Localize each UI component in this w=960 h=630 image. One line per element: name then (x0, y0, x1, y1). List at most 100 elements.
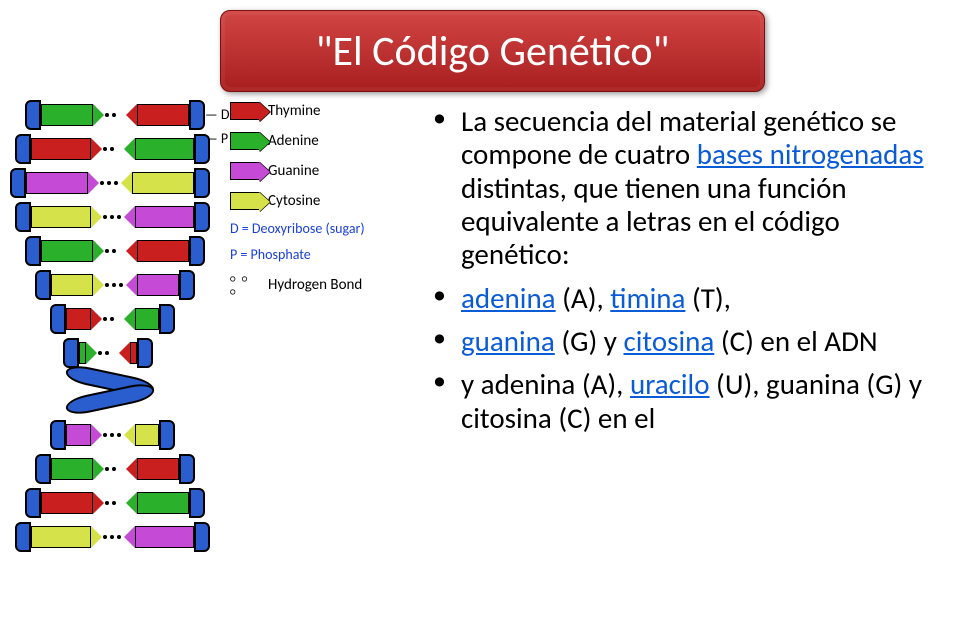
dna-rung (25, 100, 205, 130)
legend-item: Thymine (230, 100, 410, 122)
link-guanina[interactable]: guanina (461, 323, 555, 359)
base-right (124, 206, 195, 228)
strand-segment (194, 168, 210, 198)
legend-p: P = Phosphate (230, 246, 410, 264)
strand-segment (63, 338, 79, 368)
strand-segment (194, 134, 210, 164)
strand-segment (10, 168, 26, 198)
base-right (126, 492, 189, 514)
hbond-icon (103, 146, 114, 152)
base-left (41, 240, 104, 262)
link-uracilo[interactable]: uracilo (630, 366, 710, 402)
strand-segment (50, 420, 66, 450)
bullet-2: adenina (A), timina (T), (425, 282, 945, 315)
bullet-list: La secuencia del material genético se co… (425, 105, 945, 445)
link-timina[interactable]: timina (610, 280, 685, 316)
strand-segment (15, 202, 31, 232)
dna-rung (25, 236, 205, 266)
dna-helix (5, 100, 215, 630)
legend-item: Guanine (230, 160, 410, 182)
base-left (66, 308, 102, 330)
hbond-icon (105, 282, 123, 288)
strand-segment (179, 270, 195, 300)
dna-rung (35, 454, 195, 484)
base-right (124, 308, 160, 330)
strand-segment (159, 304, 175, 334)
legend-swatch-icon (230, 102, 260, 120)
strand-segment (159, 420, 175, 450)
base-right (126, 240, 189, 262)
strand-segment (15, 522, 31, 552)
legend-label: Cytosine (268, 192, 320, 210)
strand-segment (35, 270, 51, 300)
base-right (126, 458, 179, 480)
dna-rung (35, 270, 195, 300)
dna-rung (10, 168, 210, 198)
base-right (121, 172, 194, 194)
base-right (126, 274, 179, 296)
title-text: "El Código Genético" (316, 26, 670, 77)
hbond-icon (103, 432, 121, 438)
legend-swatch-icon (230, 192, 260, 210)
strand-segment (189, 488, 205, 518)
base-right (124, 138, 195, 160)
link-adenina[interactable]: adenina (461, 280, 556, 316)
legend-item: Cytosine (230, 190, 410, 212)
strand-segment (194, 202, 210, 232)
legend-swatch-icon (230, 132, 260, 150)
dna-rung (25, 488, 205, 518)
dna-rung (50, 420, 175, 450)
strand-segment (179, 454, 195, 484)
legend: ThymineAdenineGuanineCytosine D = Deoxyr… (230, 100, 410, 304)
hbond-icon (100, 180, 118, 186)
base-right (124, 526, 195, 548)
dna-diagram: — D — P (0, 100, 410, 630)
base-right (124, 424, 160, 446)
strand-segment (25, 488, 41, 518)
strand-segment (15, 134, 31, 164)
strand-segment (35, 454, 51, 484)
bullet-1: La secuencia del material genético se co… (425, 105, 945, 272)
bullet-4: y adenina (A), uracilo (U), guanina (G) … (425, 368, 945, 435)
hbond-icon (103, 214, 121, 220)
hbond-icon (105, 248, 116, 254)
strand-segment (25, 236, 41, 266)
strand-segment (189, 100, 205, 130)
legend-swatch-icon (230, 162, 260, 180)
hbond-icon (103, 316, 114, 322)
hbond-icon (98, 350, 109, 356)
legend-label: Guanine (268, 162, 319, 180)
base-left (31, 206, 102, 228)
strand-segment (50, 304, 66, 334)
dna-rung (63, 338, 153, 368)
base-right (119, 342, 137, 364)
legend-label: Thymine (268, 102, 320, 120)
base-left (51, 458, 104, 480)
dna-rung (15, 202, 210, 232)
base-left (41, 104, 104, 126)
link-citosina[interactable]: citosina (623, 323, 714, 359)
slide-title: "El Código Genético" (220, 10, 765, 92)
base-right (126, 104, 189, 126)
strand-segment (189, 236, 205, 266)
strand-segment (194, 522, 210, 552)
base-left (31, 526, 102, 548)
hbond-icon (103, 534, 121, 540)
legend-hbond: ○ ○ ○ Hydrogen Bond (230, 274, 410, 296)
hbond-icon (105, 500, 116, 506)
base-left (79, 342, 97, 364)
hbond-icon (105, 466, 116, 472)
dna-rung (15, 522, 210, 552)
hbond-icon: ○ ○ ○ (230, 272, 260, 298)
legend-item: Adenine (230, 130, 410, 152)
legend-label: Adenine (268, 132, 319, 150)
dna-rung (50, 304, 175, 334)
helix-twist (65, 372, 155, 412)
link-bases[interactable]: bases nitrogenadas (697, 136, 924, 172)
strand-segment (137, 338, 153, 368)
base-left (66, 424, 102, 446)
dna-rung (15, 134, 210, 164)
base-left (26, 172, 99, 194)
strand-segment (25, 100, 41, 130)
base-left (31, 138, 102, 160)
